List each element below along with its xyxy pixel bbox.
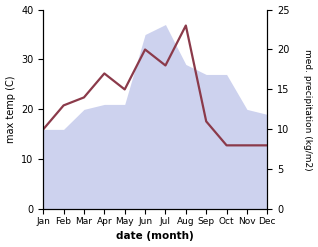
Y-axis label: med. precipitation (kg/m2): med. precipitation (kg/m2) (303, 49, 313, 170)
X-axis label: date (month): date (month) (116, 231, 194, 242)
Y-axis label: max temp (C): max temp (C) (5, 76, 16, 143)
